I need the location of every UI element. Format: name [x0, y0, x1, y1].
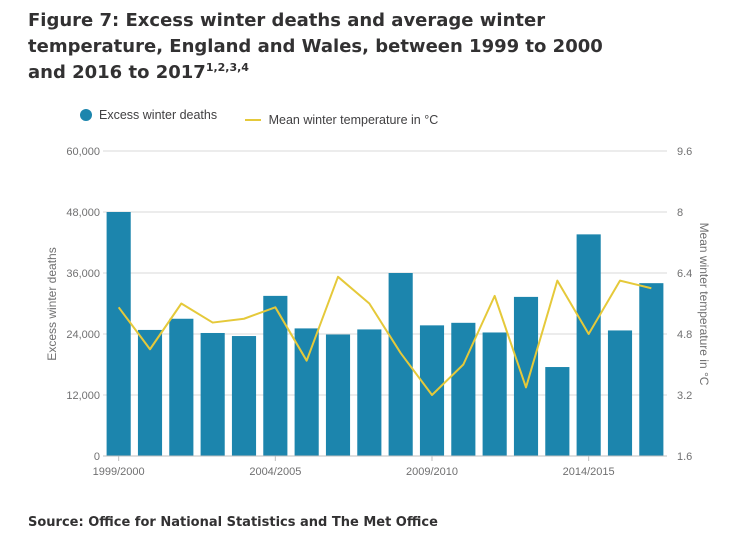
bar-2000-2001[interactable]: [137, 329, 163, 456]
legend-item-temperature[interactable]: Mean winter temperature in °C: [244, 113, 439, 127]
y-tick-label: 0: [94, 451, 100, 463]
y2-tick-label: 3.2: [677, 390, 692, 402]
y-tick-label: 48,000: [66, 207, 100, 219]
bar-2006-2007[interactable]: [325, 334, 351, 456]
x-tick-label: 2004/2005: [249, 466, 301, 478]
gridlines: [103, 150, 667, 396]
chart-title-text: Figure 7: Excess winter deaths and avera…: [28, 10, 603, 83]
y2-tick-label: 4.8: [677, 329, 692, 341]
bar-series-excess-deaths: [106, 212, 664, 456]
source-note: Source: Office for National Statistics a…: [28, 515, 438, 530]
y2-tick-label: 9.6: [677, 146, 692, 158]
x-tick-label: 1999/2000: [93, 466, 145, 478]
bar-2009-2010[interactable]: [419, 325, 445, 456]
chart-title: Figure 7: Excess winter deaths and avera…: [28, 8, 628, 86]
legend-label-temperature: Mean winter temperature in °C: [268, 113, 439, 127]
bar-2002-2003[interactable]: [200, 332, 225, 456]
bar-2011-2012[interactable]: [482, 332, 507, 456]
y-axis-label: Excess winter deaths: [45, 247, 59, 360]
y-tick-label: 12,000: [66, 390, 100, 402]
bar-2015-2016[interactable]: [607, 330, 633, 456]
bar-2001-2002[interactable]: [169, 318, 194, 456]
bar-2010-2011[interactable]: [451, 322, 476, 456]
bar-2014-2015[interactable]: [576, 234, 601, 456]
legend-label-deaths: Excess winter deaths: [99, 108, 218, 122]
bar-2005-2006[interactable]: [294, 328, 319, 456]
bar-2007-2008[interactable]: [357, 329, 382, 456]
bar-2003-2004[interactable]: [231, 336, 257, 456]
bar-2016-2017[interactable]: [639, 283, 664, 456]
y2-tick-label: 6.4: [677, 268, 692, 280]
legend-swatch-line-icon: [244, 119, 261, 121]
y2-tick-label: 1.6: [677, 451, 692, 463]
x-tick-label: 2014/2015: [563, 466, 615, 478]
temperature-line[interactable]: [117, 275, 652, 396]
line-series-temperature: [117, 275, 652, 396]
legend-item-deaths[interactable]: Excess winter deaths: [80, 108, 217, 122]
title-footnote-refs: 1,2,3,4: [205, 61, 249, 74]
legend-swatch-bar-icon: [80, 109, 92, 121]
bar-2013-2014[interactable]: [545, 367, 570, 456]
bar-2012-2013[interactable]: [513, 296, 539, 456]
y2-axis-label: Mean winter temperature in °C: [697, 223, 711, 386]
y2-tick-label: 8: [677, 207, 683, 219]
bar-1999-2000[interactable]: [106, 212, 131, 456]
y-tick-label: 36,000: [66, 268, 100, 280]
legend: Excess winter deaths Mean winter tempera…: [80, 108, 462, 127]
y-tick-label: 60,000: [66, 146, 100, 158]
x-tick-label: 2009/2010: [406, 466, 458, 478]
y-tick-label: 24,000: [66, 329, 100, 341]
axes: 0 12,000 24,000 36,000 48,000 60,000 1.6 3.2 4.8…: [66, 146, 692, 478]
